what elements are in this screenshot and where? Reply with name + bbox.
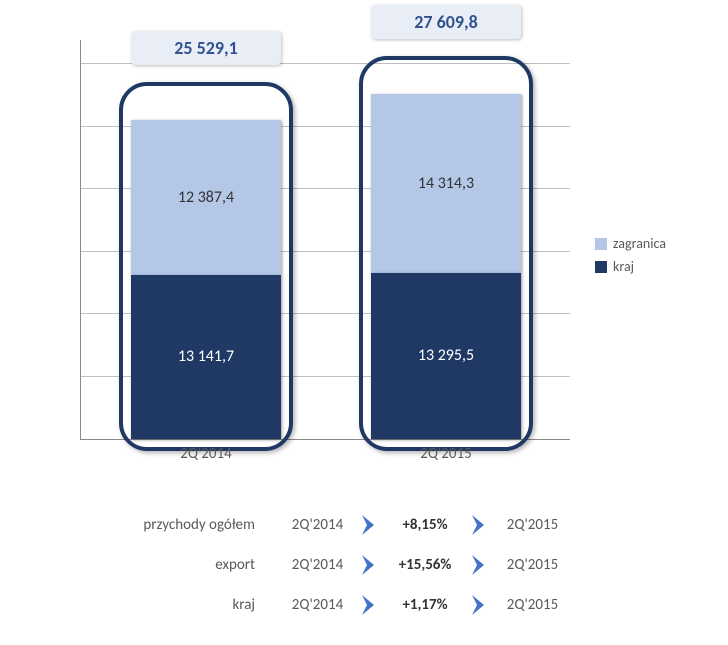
growth-row: przychody ogółem2Q'2014 +8,15% 2Q'2015 xyxy=(80,505,640,545)
growth-pct: +1,17% xyxy=(385,596,465,614)
growth-arrow xyxy=(355,513,385,537)
growth-from: 2Q'2014 xyxy=(280,516,355,534)
growth-arrow xyxy=(465,553,495,577)
chevron-right-icon xyxy=(468,553,492,577)
bar-segment-kraj: 13 295,5 xyxy=(371,273,521,439)
growth-arrow xyxy=(355,553,385,577)
growth-label: kraj xyxy=(80,596,280,614)
legend-label: zagranica xyxy=(613,235,666,252)
bar-total-label: 25 529,1 xyxy=(131,31,281,65)
legend-swatch xyxy=(595,261,607,273)
chevron-right-icon xyxy=(468,513,492,537)
chevron-right-icon xyxy=(358,513,382,537)
bar-segment-kraj: 13 141,7 xyxy=(131,275,281,439)
legend-label: kraj xyxy=(613,258,634,275)
growth-arrow xyxy=(355,593,385,617)
growth-pct: +8,15% xyxy=(385,516,465,534)
growth-pct: +15,56% xyxy=(385,556,465,574)
growth-to: 2Q'2015 xyxy=(495,516,570,534)
legend-item-zagranica: zagranica xyxy=(595,235,666,252)
x-category-label: 2Q'2014 xyxy=(131,445,281,463)
bar-segment-zagranica: 14 314,3 xyxy=(371,94,521,273)
growth-label: przychody ogółem xyxy=(80,516,280,534)
plot-area: 12 387,413 141,725 529,12Q'201414 314,31… xyxy=(80,40,570,440)
bar-group: 12 387,413 141,7 xyxy=(131,120,281,439)
growth-to: 2Q'2015 xyxy=(495,596,570,614)
growth-arrow xyxy=(465,513,495,537)
legend: zagranica kraj xyxy=(595,235,666,281)
growth-row: kraj2Q'2014 +1,17% 2Q'2015 xyxy=(80,585,640,625)
chart-container: 12 387,413 141,725 529,12Q'201414 314,31… xyxy=(0,0,728,500)
bar-segment-zagranica: 12 387,4 xyxy=(131,120,281,275)
bar-group: 14 314,313 295,5 xyxy=(371,94,521,439)
growth-row: export2Q'2014 +15,56% 2Q'2015 xyxy=(80,545,640,585)
bar-total-label: 27 609,8 xyxy=(371,5,521,39)
growth-from: 2Q'2014 xyxy=(280,596,355,614)
chevron-right-icon xyxy=(358,553,382,577)
x-category-label: 2Q'2015 xyxy=(371,445,521,463)
growth-arrow xyxy=(465,593,495,617)
legend-swatch xyxy=(595,238,607,250)
chevron-right-icon xyxy=(468,593,492,617)
growth-table: przychody ogółem2Q'2014+8,15%2Q'2015expo… xyxy=(80,505,640,625)
legend-item-kraj: kraj xyxy=(595,258,666,275)
growth-label: export xyxy=(80,556,280,574)
growth-to: 2Q'2015 xyxy=(495,556,570,574)
growth-from: 2Q'2014 xyxy=(280,556,355,574)
chevron-right-icon xyxy=(358,593,382,617)
